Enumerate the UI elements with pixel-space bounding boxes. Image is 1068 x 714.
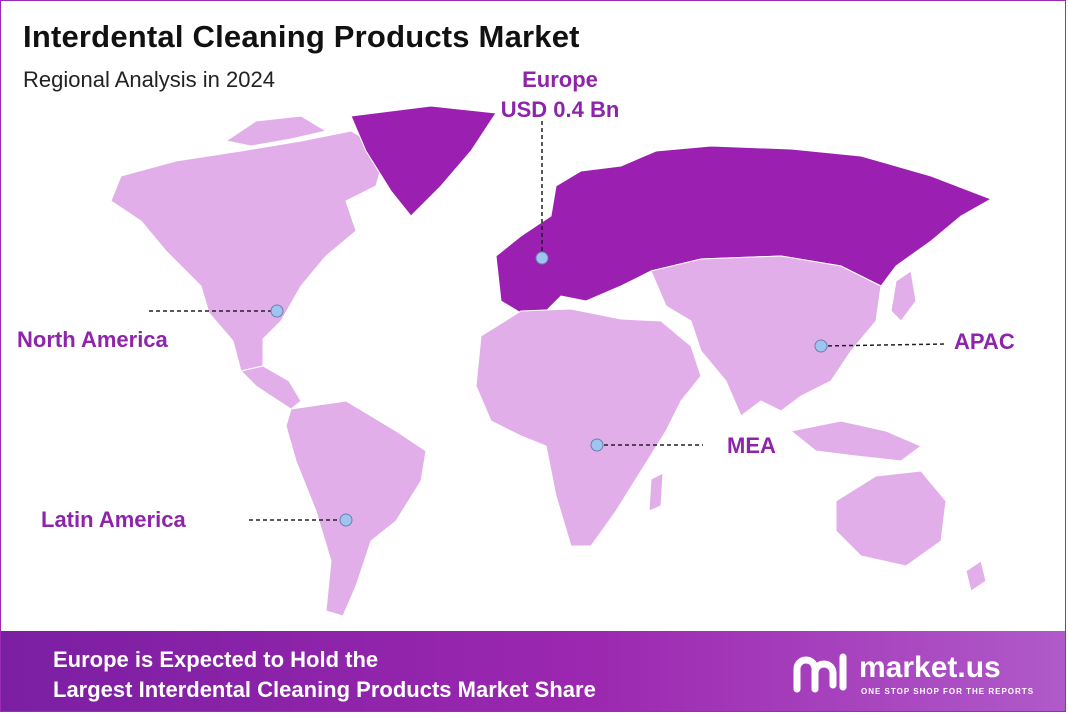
europe-label: Europe USD 0.4 Bn: [485, 65, 635, 125]
footer-line-1: Europe is Expected to Hold the: [53, 647, 379, 672]
footer-line-2: Largest Interdental Cleaning Products Ma…: [53, 677, 596, 702]
region-north-america: [110, 115, 387, 372]
region-latin-america: [285, 400, 427, 617]
region-greenland: [350, 105, 497, 217]
world-map: [110, 105, 993, 617]
europe-marker: [535, 251, 549, 265]
north-america-marker: [270, 304, 284, 318]
footer-banner: Europe is Expected to Hold the Largest I…: [1, 631, 1065, 711]
latin-america-label: Latin America: [41, 507, 186, 532]
europe-value: USD 0.4 Bn: [500, 97, 620, 122]
north-america-label: North America: [17, 327, 168, 352]
mea-marker: [590, 438, 604, 452]
region-australia: [835, 470, 947, 567]
region-apac: [650, 255, 882, 417]
brand-tagline: ONE STOP SHOP FOR THE REPORTS: [861, 687, 1035, 696]
mea-label: MEA: [727, 433, 776, 458]
market-us-logo-icon: [793, 653, 847, 693]
region-se-asia: [789, 420, 922, 462]
region-europe: [495, 145, 993, 314]
apac-marker: [814, 339, 828, 353]
page-subtitle: Regional Analysis in 2024: [23, 67, 275, 92]
latin-america-marker: [339, 513, 353, 527]
region-new-zealand: [965, 560, 987, 592]
brand-name: market.us: [859, 651, 1001, 684]
region-mea: [475, 308, 702, 547]
page-title: Interdental Cleaning Products Market: [23, 19, 580, 54]
region-central-america: [240, 365, 302, 410]
region-madagascar: [648, 472, 664, 512]
apac-label: APAC: [954, 329, 1015, 354]
footer-text: Europe is Expected to Hold the Largest I…: [53, 645, 596, 705]
europe-name: Europe: [522, 67, 598, 92]
region-japan: [890, 270, 917, 322]
